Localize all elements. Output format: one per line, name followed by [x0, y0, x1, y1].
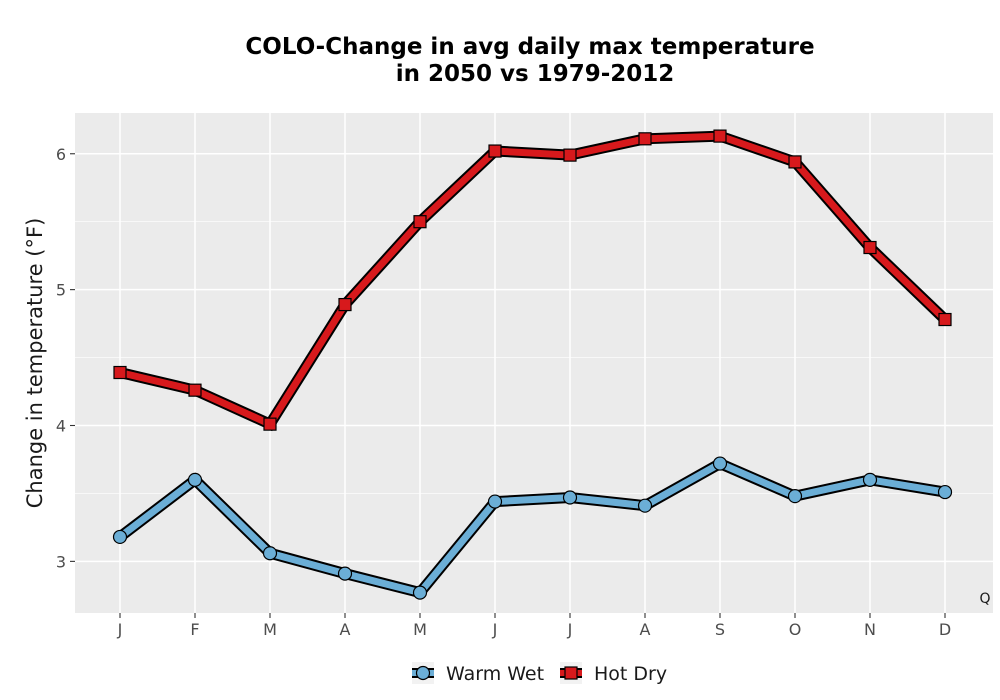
- legend-key-marker-warm-wet: [415, 665, 431, 681]
- legend-label-warm-wet: Warm Wet: [446, 663, 544, 685]
- data-point-warm-wet: [337, 566, 353, 581]
- data-point-warm-wet: [862, 472, 878, 487]
- data-point-warm-wet: [187, 472, 203, 487]
- x-tick-label: D: [939, 620, 951, 639]
- x-tick-label: A: [640, 620, 651, 639]
- legend-label-hot-dry: Hot Dry: [594, 663, 667, 685]
- plot-panel: [75, 113, 993, 613]
- data-point-warm-wet: [712, 456, 728, 471]
- corner-label: Q: [979, 591, 990, 607]
- x-tick-label: F: [190, 620, 199, 639]
- x-tick-label: J: [567, 620, 573, 639]
- x-tick-label: J: [117, 620, 123, 639]
- data-point-warm-wet: [937, 484, 953, 500]
- data-point-warm-wet: [562, 490, 578, 505]
- data-point-hot-dry: [563, 148, 577, 162]
- grid-minor: [75, 221, 993, 494]
- axis-ticks: [70, 153, 946, 618]
- x-tick-label: M: [413, 620, 427, 639]
- y-tick-label: 6: [56, 145, 66, 164]
- data-point-warm-wet: [787, 489, 803, 504]
- legend-key-marker-hot-dry: [564, 666, 578, 680]
- data-point-warm-wet: [112, 529, 128, 545]
- y-tick-labels: 3 4 5 6: [56, 145, 66, 572]
- data-point-hot-dry: [338, 297, 352, 312]
- data-point-hot-dry: [113, 365, 127, 380]
- x-tick-label: N: [864, 620, 876, 639]
- data-point-hot-dry: [638, 132, 652, 146]
- y-tick-label: 3: [56, 552, 66, 571]
- x-tick-label: M: [263, 620, 277, 639]
- data-point-warm-wet: [487, 494, 503, 509]
- x-tick-label: A: [340, 620, 351, 639]
- chart-title-line1: COLO-Change in avg daily max temperature: [245, 34, 814, 60]
- data-point-hot-dry: [488, 144, 502, 158]
- series-line-warm-wet: [117, 459, 946, 597]
- data-point-warm-wet: [637, 498, 653, 513]
- x-tick-label: O: [789, 620, 802, 639]
- legend: Warm Wet Hot Dry: [412, 662, 667, 685]
- data-point-hot-dry: [188, 383, 202, 397]
- data-point-hot-dry: [863, 240, 877, 255]
- data-point-hot-dry: [263, 417, 277, 431]
- series-line-hot-dry: [119, 132, 948, 429]
- y-axis-title: Change in temperature (°F): [23, 218, 47, 509]
- data-point-hot-dry: [938, 312, 952, 327]
- data-point-warm-wet: [412, 585, 428, 600]
- x-tick-label: S: [715, 620, 725, 639]
- y-tick-label: 5: [56, 281, 66, 300]
- data-point-warm-wet: [262, 546, 278, 561]
- grid-major: [75, 113, 993, 613]
- series-layer: [112, 129, 953, 600]
- data-point-hot-dry: [413, 215, 427, 229]
- data-point-hot-dry: [713, 129, 727, 143]
- data-point-hot-dry: [788, 155, 802, 169]
- y-tick-label: 4: [56, 417, 66, 436]
- chart-title-line2: in 2050 vs 1979-2012: [396, 61, 675, 87]
- x-tick-label: J: [492, 620, 498, 639]
